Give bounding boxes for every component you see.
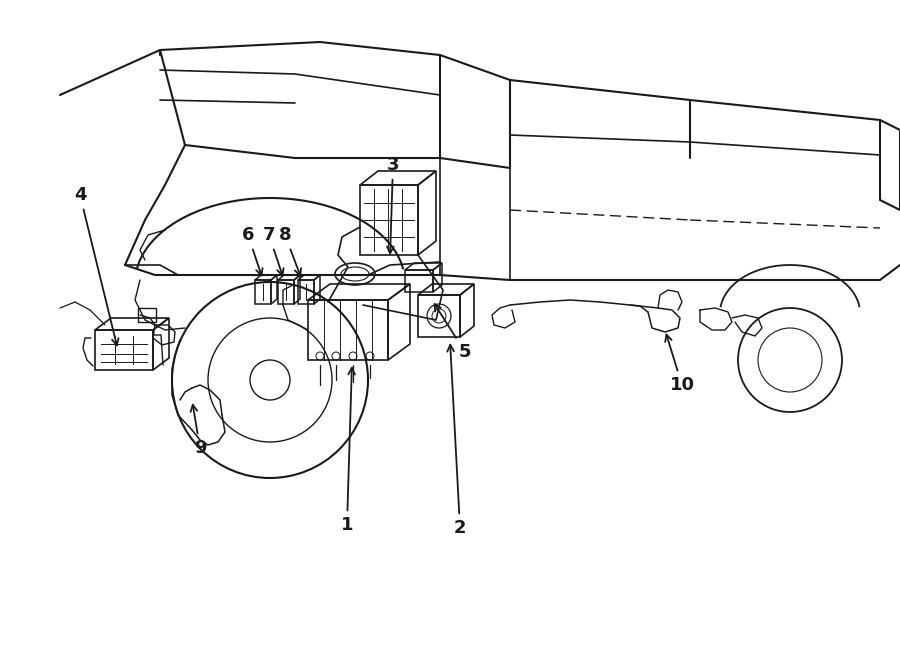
Bar — [405, 270, 433, 292]
Text: 3: 3 — [387, 156, 400, 253]
Text: 5: 5 — [435, 304, 472, 361]
Text: 9: 9 — [191, 405, 206, 457]
Text: 7: 7 — [263, 226, 284, 276]
Bar — [278, 280, 294, 304]
Bar — [360, 185, 418, 255]
Bar — [308, 300, 388, 360]
Bar — [298, 280, 314, 304]
Bar — [138, 308, 156, 322]
Bar — [418, 295, 460, 337]
Text: 6: 6 — [242, 226, 263, 276]
Text: 4: 4 — [74, 186, 119, 345]
Text: 10: 10 — [665, 334, 695, 394]
Text: 2: 2 — [447, 345, 466, 537]
Bar — [95, 330, 153, 370]
Text: 1: 1 — [341, 368, 355, 534]
Bar — [255, 280, 271, 304]
Text: 8: 8 — [279, 226, 302, 276]
